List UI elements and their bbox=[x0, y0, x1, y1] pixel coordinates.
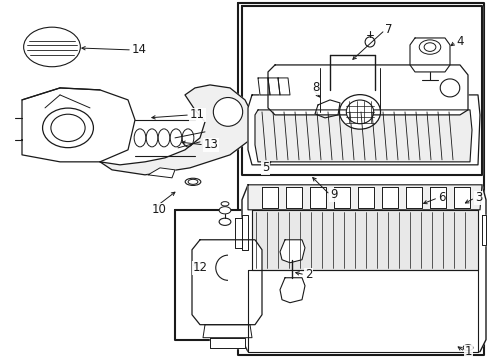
Polygon shape bbox=[409, 38, 449, 72]
Polygon shape bbox=[332, 93, 394, 158]
Polygon shape bbox=[405, 187, 421, 208]
Polygon shape bbox=[333, 187, 349, 208]
Ellipse shape bbox=[423, 43, 435, 51]
Polygon shape bbox=[267, 78, 280, 95]
Polygon shape bbox=[242, 185, 485, 352]
Polygon shape bbox=[247, 185, 481, 210]
Polygon shape bbox=[242, 215, 247, 250]
Text: 9: 9 bbox=[329, 188, 337, 201]
Ellipse shape bbox=[339, 95, 380, 129]
Ellipse shape bbox=[51, 114, 85, 141]
Polygon shape bbox=[262, 187, 278, 208]
Text: 13: 13 bbox=[203, 138, 219, 151]
Ellipse shape bbox=[23, 27, 80, 67]
Polygon shape bbox=[314, 100, 339, 118]
Text: 14: 14 bbox=[132, 44, 147, 57]
Ellipse shape bbox=[188, 179, 198, 184]
Ellipse shape bbox=[219, 207, 230, 214]
Polygon shape bbox=[235, 218, 242, 248]
Ellipse shape bbox=[418, 40, 440, 54]
Polygon shape bbox=[381, 187, 397, 208]
Polygon shape bbox=[309, 187, 325, 208]
Polygon shape bbox=[251, 210, 477, 270]
Polygon shape bbox=[238, 3, 483, 355]
Text: 2: 2 bbox=[305, 268, 312, 281]
Polygon shape bbox=[247, 270, 477, 352]
Text: 12: 12 bbox=[193, 261, 207, 274]
Ellipse shape bbox=[219, 218, 230, 225]
Ellipse shape bbox=[221, 202, 228, 206]
Polygon shape bbox=[280, 240, 305, 263]
Text: 6: 6 bbox=[437, 191, 445, 204]
Text: 3: 3 bbox=[474, 191, 481, 204]
Polygon shape bbox=[481, 215, 485, 245]
Polygon shape bbox=[100, 85, 254, 175]
Text: 5: 5 bbox=[262, 161, 269, 174]
Ellipse shape bbox=[346, 100, 373, 124]
Polygon shape bbox=[242, 6, 481, 175]
Polygon shape bbox=[453, 187, 469, 208]
Polygon shape bbox=[278, 78, 289, 95]
Polygon shape bbox=[247, 95, 479, 165]
Text: 8: 8 bbox=[311, 81, 319, 94]
Text: 4: 4 bbox=[455, 36, 463, 49]
Polygon shape bbox=[209, 338, 244, 348]
Polygon shape bbox=[280, 278, 305, 303]
Polygon shape bbox=[267, 65, 467, 115]
Polygon shape bbox=[258, 78, 269, 95]
Text: 11: 11 bbox=[190, 108, 204, 121]
Polygon shape bbox=[175, 210, 319, 340]
Text: 7: 7 bbox=[384, 23, 392, 36]
Polygon shape bbox=[192, 240, 262, 325]
Polygon shape bbox=[429, 187, 445, 208]
Polygon shape bbox=[357, 187, 373, 208]
Text: 10: 10 bbox=[152, 203, 166, 216]
Ellipse shape bbox=[42, 108, 93, 148]
Text: 1: 1 bbox=[464, 345, 471, 358]
Polygon shape bbox=[254, 110, 471, 162]
Polygon shape bbox=[148, 168, 175, 178]
Ellipse shape bbox=[185, 178, 201, 185]
Ellipse shape bbox=[365, 37, 374, 47]
Polygon shape bbox=[22, 88, 135, 162]
Polygon shape bbox=[203, 325, 251, 338]
Polygon shape bbox=[285, 187, 302, 208]
Ellipse shape bbox=[462, 345, 472, 351]
Ellipse shape bbox=[213, 98, 242, 126]
